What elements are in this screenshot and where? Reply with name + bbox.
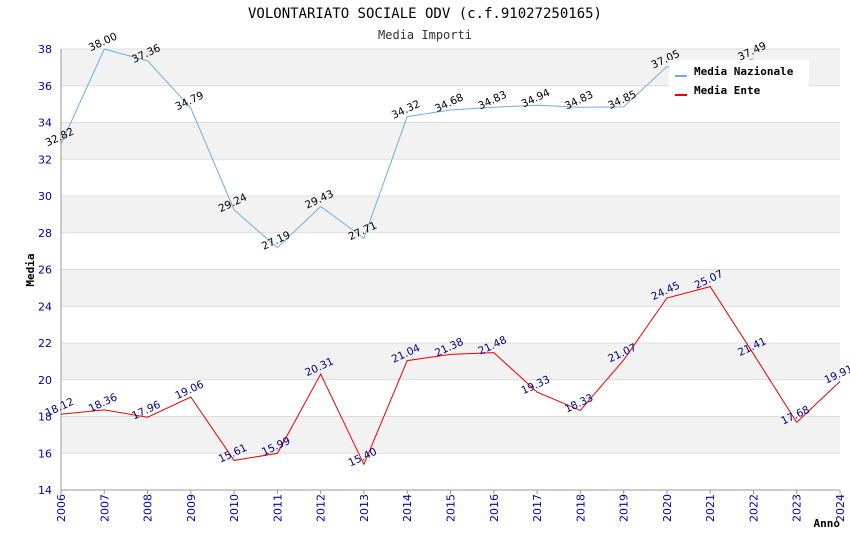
data-label: 34.94 <box>520 87 553 111</box>
x-tick-label: 2016 <box>488 494 501 522</box>
data-label: 18.12 <box>44 396 76 420</box>
x-tick-label: 2024 <box>834 494 847 522</box>
y-tick-label: 38 <box>38 43 52 56</box>
x-axis-label: Anno <box>814 517 841 530</box>
data-label: 19.06 <box>173 378 206 402</box>
data-label: 34.32 <box>390 98 422 122</box>
chart-title: VOLONTARIATO SOCIALE ODV (c.f.9102725016… <box>248 6 602 22</box>
y-tick-label: 22 <box>38 337 52 350</box>
data-label: 34.83 <box>563 89 595 113</box>
y-tick-label: 20 <box>38 374 52 387</box>
x-tick-label: 2008 <box>142 494 155 522</box>
data-label: 34.68 <box>433 91 465 115</box>
legend-label: Media Ente <box>694 84 761 97</box>
y-tick-label: 26 <box>38 264 52 277</box>
axes <box>60 49 841 494</box>
grid-band <box>61 122 840 160</box>
y-tick-label: 14 <box>38 484 52 497</box>
x-tick-label: 2017 <box>531 494 544 522</box>
x-tick-labels: 2006 2007 2008 2009 2010 2011 2012 2013 2014 2015… <box>55 494 847 522</box>
x-tick-label: 2023 <box>791 494 804 522</box>
legend: Media Nazionale Media Ente <box>669 60 809 104</box>
x-tick-label: 2018 <box>574 494 587 522</box>
x-tick-label: 2019 <box>618 494 631 522</box>
x-tick-label: 2009 <box>185 494 198 522</box>
y-axis-label: Media <box>24 253 37 286</box>
y-tick-label: 28 <box>38 227 52 240</box>
data-label: 34.85 <box>606 88 638 112</box>
chart-subtitle: Media Importi <box>378 28 472 42</box>
x-tick-label: 2012 <box>315 494 328 522</box>
data-label: 34.83 <box>476 89 508 113</box>
legend-box <box>669 60 809 104</box>
series-line-media-ente <box>60 286 841 466</box>
x-tick-label: 2010 <box>228 494 241 522</box>
y-tick-label: 36 <box>38 80 52 93</box>
legend-label: Media Nazionale <box>694 65 794 78</box>
y-tick-label: 32 <box>38 153 52 166</box>
x-tick-label: 2007 <box>98 494 111 522</box>
grid-band <box>61 196 840 233</box>
x-tick-label: 2020 <box>661 494 674 522</box>
grid-band <box>61 343 840 380</box>
series-lines <box>60 48 841 466</box>
x-tick-label: 2014 <box>401 494 414 522</box>
x-tick-label: 2006 <box>55 494 68 522</box>
grid-band <box>61 416 840 454</box>
x-tick-label: 2021 <box>704 494 717 522</box>
x-tick-label: 2022 <box>747 494 760 522</box>
y-tick-label: 18 <box>38 411 52 424</box>
x-tick-label: 2011 <box>271 494 284 522</box>
data-label: 18.33 <box>563 392 595 416</box>
y-tick-labels: 14 16 18 20 22 24 26 28 30 32 34 36 38 <box>38 43 52 497</box>
grid-band <box>61 269 840 307</box>
y-tick-label: 34 <box>38 117 52 130</box>
y-tick-label: 30 <box>38 190 52 203</box>
x-tick-label: 2015 <box>445 494 458 522</box>
y-tick-label: 16 <box>38 447 52 460</box>
data-label: 34.79 <box>173 89 205 113</box>
series-line-media-nazionale <box>60 48 754 249</box>
y-tick-label: 24 <box>38 300 52 313</box>
x-tick-label: 2013 <box>358 494 371 522</box>
